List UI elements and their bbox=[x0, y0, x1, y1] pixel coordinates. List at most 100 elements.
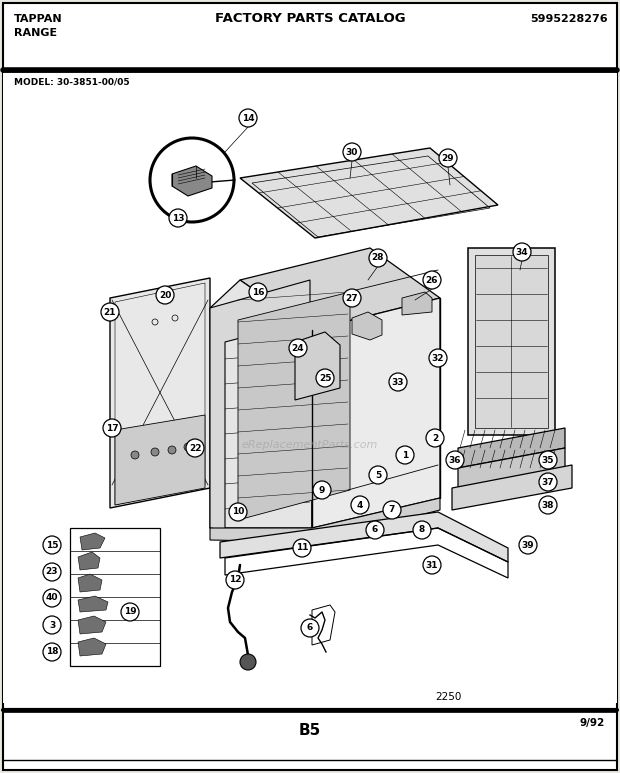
Circle shape bbox=[439, 149, 457, 167]
Circle shape bbox=[426, 429, 444, 447]
Text: B5: B5 bbox=[299, 723, 321, 738]
Text: 25: 25 bbox=[319, 373, 331, 383]
Text: 6: 6 bbox=[372, 526, 378, 534]
Text: 4: 4 bbox=[357, 500, 363, 509]
Polygon shape bbox=[240, 248, 440, 330]
Text: 3: 3 bbox=[49, 621, 55, 629]
Text: 15: 15 bbox=[46, 540, 58, 550]
Text: 13: 13 bbox=[172, 213, 184, 223]
Circle shape bbox=[186, 439, 204, 457]
Circle shape bbox=[150, 138, 234, 222]
Text: 18: 18 bbox=[46, 648, 58, 656]
Polygon shape bbox=[295, 332, 340, 400]
Text: 36: 36 bbox=[449, 455, 461, 465]
Text: 27: 27 bbox=[346, 294, 358, 302]
Text: 5: 5 bbox=[375, 471, 381, 479]
Polygon shape bbox=[210, 280, 310, 530]
Text: 6: 6 bbox=[307, 624, 313, 632]
Circle shape bbox=[366, 521, 384, 539]
Circle shape bbox=[351, 496, 369, 514]
Text: 12: 12 bbox=[229, 576, 241, 584]
Text: 20: 20 bbox=[159, 291, 171, 299]
Text: 17: 17 bbox=[105, 424, 118, 433]
Text: 28: 28 bbox=[372, 254, 384, 263]
Polygon shape bbox=[458, 448, 565, 488]
Text: 19: 19 bbox=[123, 608, 136, 617]
Text: TAPPAN: TAPPAN bbox=[14, 14, 63, 24]
Polygon shape bbox=[240, 148, 498, 238]
Circle shape bbox=[396, 446, 414, 464]
Text: 34: 34 bbox=[516, 247, 528, 257]
Circle shape bbox=[343, 143, 361, 161]
Circle shape bbox=[103, 419, 121, 437]
Text: 33: 33 bbox=[392, 377, 404, 386]
Polygon shape bbox=[78, 552, 100, 570]
Circle shape bbox=[151, 448, 159, 456]
Polygon shape bbox=[352, 312, 382, 340]
Text: 30: 30 bbox=[346, 148, 358, 156]
Text: 29: 29 bbox=[441, 154, 454, 162]
Text: 31: 31 bbox=[426, 560, 438, 570]
Circle shape bbox=[156, 286, 174, 304]
Text: 32: 32 bbox=[432, 353, 445, 363]
Polygon shape bbox=[172, 166, 212, 196]
Bar bbox=[70, 528, 160, 666]
Circle shape bbox=[121, 603, 139, 621]
Circle shape bbox=[43, 616, 61, 634]
Polygon shape bbox=[452, 465, 572, 510]
Text: 9: 9 bbox=[319, 485, 325, 495]
Circle shape bbox=[249, 283, 267, 301]
Text: 26: 26 bbox=[426, 275, 438, 284]
Circle shape bbox=[226, 571, 244, 589]
Text: RANGE: RANGE bbox=[14, 28, 57, 38]
Text: 37: 37 bbox=[542, 478, 554, 486]
Text: 5995228276: 5995228276 bbox=[530, 14, 608, 24]
Circle shape bbox=[519, 536, 537, 554]
Circle shape bbox=[293, 539, 311, 557]
Polygon shape bbox=[220, 512, 508, 562]
Text: 2250: 2250 bbox=[435, 692, 461, 702]
Polygon shape bbox=[78, 616, 106, 634]
Circle shape bbox=[168, 446, 176, 454]
Polygon shape bbox=[475, 255, 548, 428]
Circle shape bbox=[383, 501, 401, 519]
Circle shape bbox=[316, 369, 334, 387]
Circle shape bbox=[229, 503, 247, 521]
Text: 40: 40 bbox=[46, 594, 58, 602]
Text: eReplacementParts.com: eReplacementParts.com bbox=[242, 440, 378, 450]
Text: 16: 16 bbox=[252, 288, 264, 297]
Circle shape bbox=[369, 466, 387, 484]
Text: 24: 24 bbox=[291, 343, 304, 352]
Text: 39: 39 bbox=[521, 540, 534, 550]
Text: MODEL: 30-3851-00/05: MODEL: 30-3851-00/05 bbox=[14, 77, 130, 86]
Polygon shape bbox=[80, 533, 105, 550]
Circle shape bbox=[429, 349, 447, 367]
Text: 35: 35 bbox=[542, 455, 554, 465]
Circle shape bbox=[369, 249, 387, 267]
Text: 21: 21 bbox=[104, 308, 117, 316]
Text: 23: 23 bbox=[46, 567, 58, 577]
Polygon shape bbox=[78, 596, 108, 612]
Text: FACTORY PARTS CATALOG: FACTORY PARTS CATALOG bbox=[215, 12, 405, 25]
Text: 8: 8 bbox=[419, 526, 425, 534]
Text: 1: 1 bbox=[402, 451, 408, 459]
Circle shape bbox=[389, 373, 407, 391]
Text: 38: 38 bbox=[542, 500, 554, 509]
Text: 2: 2 bbox=[432, 434, 438, 442]
Polygon shape bbox=[78, 574, 102, 592]
Circle shape bbox=[413, 521, 431, 539]
Polygon shape bbox=[458, 428, 565, 468]
Polygon shape bbox=[210, 498, 440, 542]
Text: 14: 14 bbox=[242, 114, 254, 122]
Circle shape bbox=[184, 443, 192, 451]
Polygon shape bbox=[78, 638, 106, 656]
Circle shape bbox=[240, 654, 256, 670]
Circle shape bbox=[43, 563, 61, 581]
Polygon shape bbox=[110, 278, 210, 508]
Circle shape bbox=[446, 451, 464, 469]
Circle shape bbox=[131, 451, 139, 459]
Bar bbox=[3, 73, 617, 703]
Polygon shape bbox=[312, 298, 440, 528]
Circle shape bbox=[301, 619, 319, 637]
Circle shape bbox=[43, 589, 61, 607]
